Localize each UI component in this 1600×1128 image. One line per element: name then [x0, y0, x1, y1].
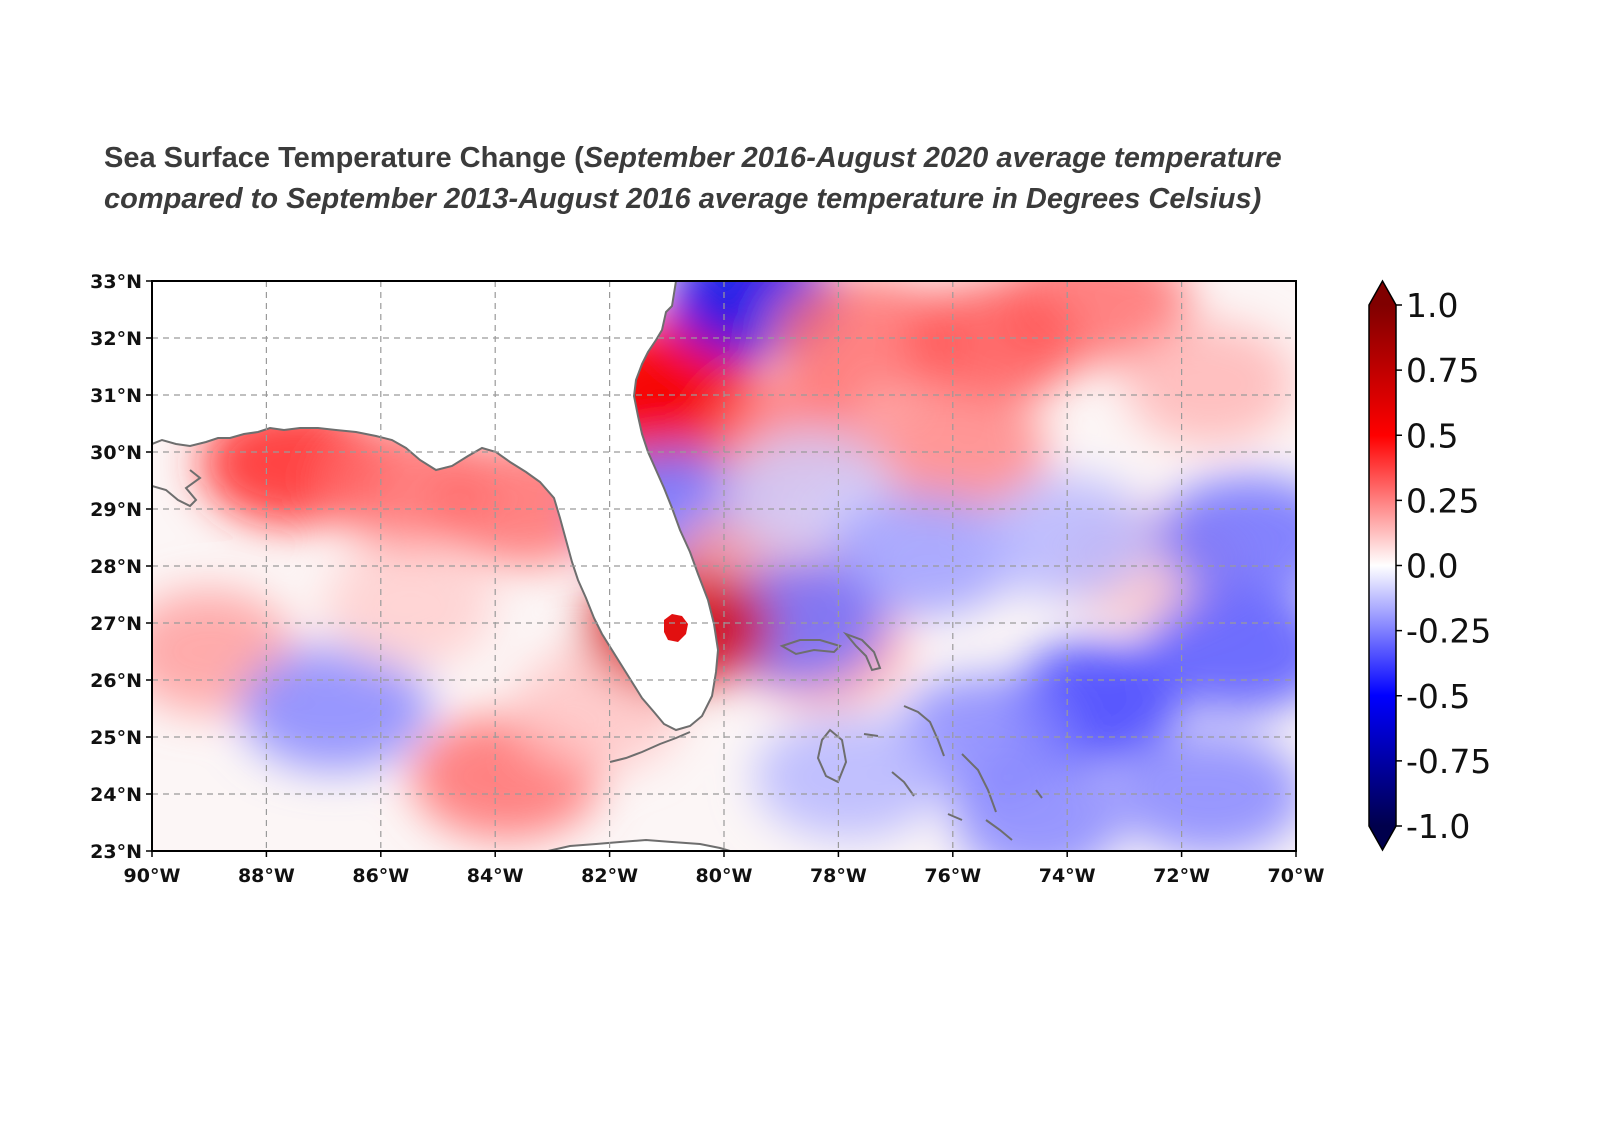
colorbar-tick-label: 0.5	[1406, 416, 1458, 455]
lake-okeechobee	[664, 614, 688, 642]
land-cuba	[547, 838, 731, 851]
colorbar-tick-label: 0.25	[1406, 481, 1479, 520]
title-italic-line2: compared to September 2013-August 2016 a…	[104, 183, 1262, 215]
lon-tick-label: 88°W	[238, 865, 295, 887]
land-grand-bahama	[779, 639, 842, 656]
colorbar-tick-label: -1.0	[1406, 807, 1470, 846]
lon-tick-label: 90°W	[124, 865, 181, 887]
gridlines	[152, 281, 1296, 851]
lat-tick-label: 25°N	[90, 727, 142, 749]
lon-tick-label: 86°W	[352, 865, 409, 887]
sst-anomaly-patch	[829, 492, 1020, 617]
sst-anomaly-patch	[1115, 732, 1296, 851]
land-southern-bahamas	[985, 789, 1043, 841]
land-eleuthera	[903, 705, 945, 757]
map-plot-area: 23°N 24°N 25°N 26°N 27°N 28°N 29°N 30°N 31°N 32°N…	[90, 271, 1325, 887]
land-abaco	[842, 631, 882, 672]
land-andros	[816, 728, 848, 784]
sst-anomaly-patch	[907, 281, 1078, 406]
colorbar-tick-label: 0.75	[1406, 351, 1479, 390]
lon-tick-label: 72°W	[1153, 865, 1210, 887]
title-italic-line1: September 2016-August 2020 average tempe…	[583, 142, 1282, 174]
lon-tick-label: 70°W	[1268, 865, 1325, 887]
lon-tick-label: 84°W	[467, 865, 524, 887]
lat-tick-label: 27°N	[90, 613, 142, 635]
sst-anomaly-patch	[772, 281, 962, 400]
lat-tick-label: 24°N	[90, 784, 142, 806]
colorbar: 1.0 0.75 0.5 0.25 0.0 -0.25 -0.5 -0.75 -1.0	[1368, 279, 1491, 852]
sst-anomaly-patch	[240, 646, 431, 771]
colorbar-tick-label: 1.0	[1406, 286, 1458, 325]
lon-tick-label: 76°W	[924, 865, 981, 887]
lon-tick-label: 74°W	[1039, 865, 1096, 887]
land-florida	[152, 281, 720, 732]
lat-tick-label: 30°N	[90, 442, 142, 464]
lon-tick-label: 82°W	[581, 865, 638, 887]
lat-tick-label: 28°N	[90, 556, 142, 578]
sst-anomaly-patch	[1143, 589, 1296, 714]
colorbar-tick-label: -0.75	[1406, 742, 1491, 781]
colorbar-tick-label: -0.5	[1406, 677, 1470, 716]
longitude-tick-labels: 90°W 88°W 86°W 84°W 82°W 80°W 78°W 76°W 74°W 72°W…	[124, 851, 1325, 887]
map-title: Sea Surface Temperature Change (Septembe…	[104, 138, 1524, 220]
colorbar-gradient	[1369, 305, 1396, 826]
lon-tick-label: 78°W	[810, 865, 867, 887]
sst-anomaly-patch	[754, 714, 945, 839]
lat-tick-label: 23°N	[90, 841, 142, 863]
sst-anomaly-patch	[1125, 321, 1296, 446]
lat-tick-label: 32°N	[90, 328, 142, 350]
sst-anomaly-patch	[1155, 475, 1296, 600]
colorbar-extend-max	[1369, 281, 1396, 305]
title-prefix: Sea Surface Temperature Change (	[104, 142, 584, 174]
lat-tick-label: 26°N	[90, 670, 142, 692]
land-delta	[152, 469, 202, 508]
land-exumas	[863, 733, 963, 821]
land-long-island	[961, 753, 997, 813]
colorbar-extend-min	[1369, 826, 1396, 850]
lat-tick-label: 33°N	[90, 271, 142, 293]
land-layer	[152, 281, 1043, 851]
colorbar-tick-label: -0.25	[1406, 612, 1491, 651]
latitude-tick-labels: 23°N 24°N 25°N 26°N 27°N 28°N 29°N 30°N 31°N 32°N…	[90, 271, 152, 863]
lon-tick-label: 80°W	[696, 865, 753, 887]
sst-anomaly-patch	[324, 543, 495, 668]
colorbar-tick-label: 0.0	[1406, 547, 1458, 586]
lat-tick-label: 29°N	[90, 499, 142, 521]
florida-keys	[609, 731, 691, 763]
colorbar-ticks: 1.0 0.75 0.5 0.25 0.0 -0.25 -0.5 -0.75 -1.0	[1396, 286, 1491, 846]
lat-tick-label: 31°N	[90, 385, 142, 407]
